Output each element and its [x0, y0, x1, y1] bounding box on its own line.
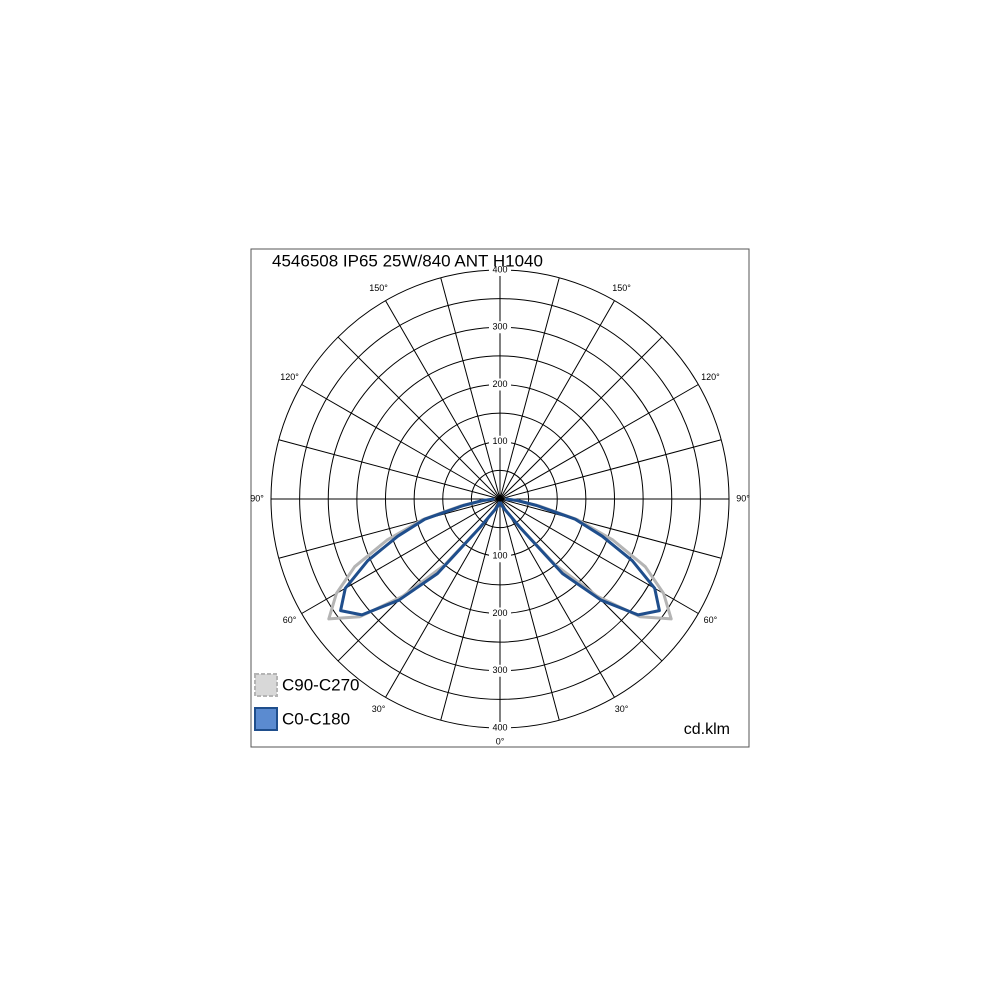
tick-label-bg — [489, 550, 511, 563]
tick-label-bg — [489, 435, 511, 448]
theta-tick-label: 120° — [701, 372, 720, 382]
legend-swatch — [254, 673, 278, 697]
intensity-curve — [339, 497, 502, 617]
theta-tick-label: 30° — [615, 704, 629, 714]
r-tick-label: 400 — [492, 722, 507, 732]
chart-title: 4546508 IP65 25W/840 ANT H1040 — [272, 251, 543, 270]
r-tick-label: 100 — [492, 436, 507, 446]
intensity-curve — [498, 497, 661, 617]
r-tick-label: 200 — [492, 608, 507, 618]
grid-circle — [413, 412, 587, 586]
r-tick-label: 300 — [492, 665, 507, 675]
legend-label: C0-C180 — [282, 709, 350, 728]
theta-tick-label: 30° — [372, 704, 386, 714]
tick-label-bg — [489, 264, 511, 276]
r-tick-label: 400 — [492, 264, 507, 274]
theta-tick-label: 120° — [280, 372, 299, 382]
tick-label-bg — [489, 722, 511, 734]
r-tick-label: 100 — [492, 551, 507, 561]
tick-label-bg — [489, 378, 511, 391]
theta-tick-label: 60° — [283, 615, 297, 625]
tick-label-bg — [489, 321, 511, 334]
curves — [327, 497, 673, 621]
tick-label-bg — [489, 607, 511, 620]
unit-label: cd.klm — [684, 721, 730, 738]
grid: 100 100 200 200 300 300 400 400 0° 30° 30° 60° 60° 90… — [250, 264, 750, 746]
grid-circle — [356, 355, 644, 643]
theta-tick-label: 90° — [736, 493, 750, 503]
theta-tick-label: 0° — [496, 736, 505, 746]
theta-tick-label: 150° — [369, 283, 388, 293]
grid-circle — [470, 469, 530, 529]
tick-label-bg — [489, 664, 511, 677]
theta-tick-label: 150° — [612, 283, 631, 293]
legend: C90-C270 C0-C180 — [254, 673, 360, 731]
theta-tick-label: 90° — [250, 493, 264, 503]
legend-swatch — [254, 707, 278, 731]
legend-label: C90-C270 — [282, 675, 360, 694]
grid-circle — [299, 298, 701, 700]
r-tick-label: 200 — [492, 379, 507, 389]
theta-tick-label: 60° — [704, 615, 718, 625]
r-tick-label: 300 — [492, 322, 507, 332]
